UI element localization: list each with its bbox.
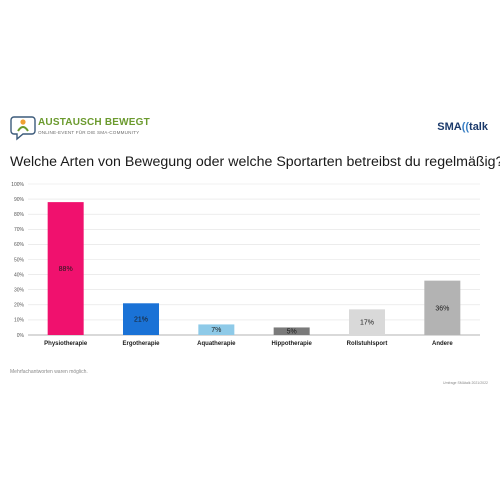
y-tick-label: 10% [14,318,25,324]
category-label: Andere [432,341,453,347]
chart-title: Welche Arten von Bewegung oder welche Sp… [10,154,500,170]
logo-title: AUSTAUSCH BEWEGT [38,117,150,128]
bar-value-label: 21% [134,317,148,324]
bar [123,303,159,335]
source-note: Umfrage SMAtalk 2021/2022 [443,381,488,385]
brand-part-3: talk [469,121,488,133]
category-label: Hippotherapie [271,341,312,347]
y-tick-label: 30% [14,288,25,294]
bar-value-label: 36% [435,305,449,312]
y-tick-label: 0% [17,333,25,339]
brand-part-1: SMA [437,121,462,133]
bar-value-label: 5% [287,329,297,336]
bar [424,280,461,335]
person-in-speech-bubble-icon [10,116,36,141]
footnote: Mehrfachantworten waren möglich. [10,369,88,375]
category-label: Physiotherapie [44,341,88,347]
bar [273,327,310,335]
brand-part-2: (( [461,121,470,133]
brand-logo: SMA((talk [437,121,488,133]
category-label: Aquatherapie [197,341,236,347]
bar-chart: 0% 10% 20% 30% 40% 50% 60% 70% 80% 90% 100% 88% Phys… [11,182,480,347]
y-tick-label: 100% [11,182,24,188]
y-tick-label: 40% [14,272,25,278]
bar [198,324,235,335]
category-label: Rollstuhlsport [347,341,388,347]
y-tick-label: 70% [14,227,25,233]
logo-subtitle: ONLINE-EVENT FÜR DIE SMA-COMMUNITY [38,130,140,135]
bar [47,202,84,335]
bar-value-label: 17% [360,320,374,327]
y-tick-label: 80% [14,212,25,218]
y-tick-label: 20% [14,303,25,309]
bar-value-label: 88% [59,266,73,273]
y-tick-label: 60% [14,242,25,248]
category-label: Ergotherapie [122,341,160,347]
bar-value-label: 7% [211,327,221,334]
event-logo: AUSTAUSCH BEWEGT ONLINE-EVENT FÜR DIE SM… [10,113,170,149]
y-tick-label: 50% [14,257,25,263]
bar [349,309,385,335]
y-tick-label: 90% [14,197,25,203]
